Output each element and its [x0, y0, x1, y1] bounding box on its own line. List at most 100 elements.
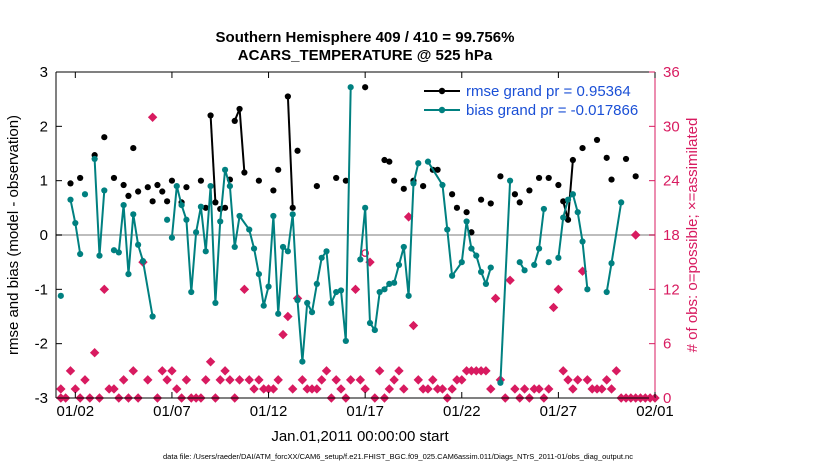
rmse-data-point — [449, 191, 456, 198]
y-right-tick-label: 18 — [663, 227, 680, 244]
bias-data-point — [178, 202, 185, 209]
bias-data-point — [584, 286, 591, 293]
obs-assimilated-marker — [128, 366, 138, 376]
bias-data-point — [188, 288, 195, 296]
bias-data-point — [308, 309, 316, 316]
obs-assimilated-marker — [481, 366, 491, 376]
obs-assimilated-marker — [147, 112, 158, 122]
rmse-data-point — [593, 136, 601, 144]
obs-assimilated-marker — [56, 384, 66, 394]
obs-assimilated-marker — [490, 293, 501, 304]
chart-title-line2: ACARS_TEMPERATURE @ 525 hPa — [238, 47, 493, 64]
bias-data-point — [294, 297, 301, 304]
rmse-data-point — [110, 174, 118, 182]
obs-assimilated-marker — [244, 375, 254, 385]
legend-box — [420, 80, 648, 122]
bias-data-point — [531, 261, 538, 268]
obs-assimilated-marker — [345, 375, 356, 385]
rmse-data-point — [125, 192, 132, 199]
obs-assimilated-marker — [563, 375, 573, 385]
rmse-data-point — [77, 174, 84, 182]
rmse-data-point — [632, 173, 639, 180]
rmse-data-point — [362, 84, 369, 91]
rmse-data-point — [477, 196, 485, 203]
y-right-tick-label: 0 — [663, 390, 671, 407]
y-right-tick-label: 36 — [663, 64, 680, 81]
bias-data-point — [535, 245, 543, 252]
obs-assimilated-marker — [582, 375, 593, 385]
rmse-data-point — [555, 181, 562, 189]
rmse-data-point — [159, 188, 166, 195]
rmse-data-point — [168, 177, 176, 184]
obs-assimilated-marker — [534, 384, 544, 394]
bias-data-point — [217, 218, 224, 225]
bias-data-point — [337, 287, 345, 294]
obs-assimilated-marker — [558, 366, 568, 376]
bias-data-point — [574, 209, 581, 216]
obs-assimilated-marker — [606, 384, 617, 394]
rmse-data-point — [241, 169, 248, 176]
rmse-data-point — [120, 181, 127, 189]
rmse-data-point — [221, 204, 229, 211]
obs-assimilated-marker — [220, 366, 230, 376]
x-tick-label: 01/07 — [153, 403, 191, 420]
bias-data-point — [381, 286, 388, 293]
obs-assimilated-marker — [297, 375, 308, 385]
bias-data-point — [362, 204, 369, 211]
footer-data-file: data file: /Users/raeder/DAI/ATM_forcXX/… — [163, 452, 633, 461]
legend-label: bias grand pr = -0.017866 — [466, 102, 638, 119]
obs-assimilated-marker — [109, 384, 119, 394]
rmse-data-point — [579, 144, 586, 152]
bias-data-point — [521, 267, 528, 274]
obs-assimilated-marker — [394, 366, 404, 376]
bias-data-point — [347, 84, 354, 91]
bias-data-point — [236, 212, 243, 220]
bias-data-point — [415, 160, 422, 167]
bias-data-point — [444, 226, 451, 233]
obs-assimilated-marker — [384, 384, 395, 394]
bias-data-point — [168, 234, 176, 241]
bias-data-point — [91, 155, 98, 163]
obs-assimilated-marker — [254, 375, 264, 385]
y-left-tick-label: 1 — [40, 173, 48, 190]
y-axis-label-left: rmse and bias (model - observation) — [5, 115, 22, 355]
obs-assimilated-marker — [162, 375, 172, 385]
bias-data-point — [284, 248, 291, 255]
plot-area: 01/02 01/07 01/12 01/17 01/22 01/27 02/01 -3 -2 -… — [35, 64, 680, 420]
obs-assimilated-marker — [143, 375, 153, 385]
rmse-data-point — [255, 177, 262, 184]
bias-data-point — [468, 245, 475, 252]
x-tick-label: 01/02 — [57, 403, 95, 420]
bias-data-point — [540, 205, 547, 213]
bias-data-point — [212, 299, 219, 307]
obs-assimilated-marker — [205, 357, 216, 367]
rmse-series-line — [286, 96, 294, 208]
rmse-data-point — [212, 199, 219, 206]
bias-data-point — [197, 203, 205, 210]
rmse-data-point — [270, 187, 277, 194]
rmse-data-point — [275, 166, 282, 173]
obs-assimilated-marker — [239, 284, 250, 295]
obs-assimilated-marker — [89, 348, 100, 358]
bias-data-point — [110, 247, 118, 254]
x-tick-label: 02/01 — [636, 403, 674, 420]
rmse-data-point — [236, 105, 243, 113]
obs-assimilated-marker — [65, 366, 76, 376]
bias-data-point — [226, 183, 234, 190]
obs-assimilated-marker — [428, 375, 438, 385]
obs-assimilated-marker — [544, 384, 554, 394]
rmse-data-point — [603, 154, 610, 161]
bias-data-point — [487, 264, 494, 271]
x-tick-label: 01/22 — [443, 403, 481, 420]
bias-data-point — [477, 268, 485, 276]
obs-assimilated-marker — [268, 384, 279, 394]
rmse-data-point — [231, 117, 238, 124]
rmse-data-point — [608, 176, 615, 183]
rmse-data-point — [197, 177, 205, 184]
bias-data-point — [125, 271, 132, 278]
bias-data-point — [231, 243, 238, 251]
bias-data-point — [458, 259, 465, 266]
rmse-data-point — [569, 156, 576, 164]
obs-assimilated-marker — [399, 384, 409, 394]
bias-data-point — [139, 257, 147, 265]
